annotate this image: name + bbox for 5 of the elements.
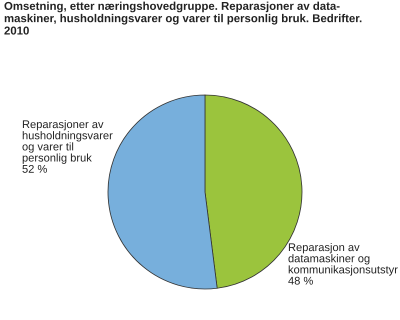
chart-title: Omsetning, etter næringshovedgruppe. Reparasjoner av data- maskiner, husholdningsvarer og varer til personlig bruk. Bedrifter. 2010 xyxy=(4,2,362,35)
slice-label: Reparasjoner av husholdningsvarer og varer til personlig bruk xyxy=(22,120,113,164)
slice-label: Reparasjon av datamaskiner og kommunikasjonsutstyr xyxy=(288,243,398,276)
data-label: 48 % xyxy=(288,276,313,285)
data-label: 52 % xyxy=(22,164,47,173)
